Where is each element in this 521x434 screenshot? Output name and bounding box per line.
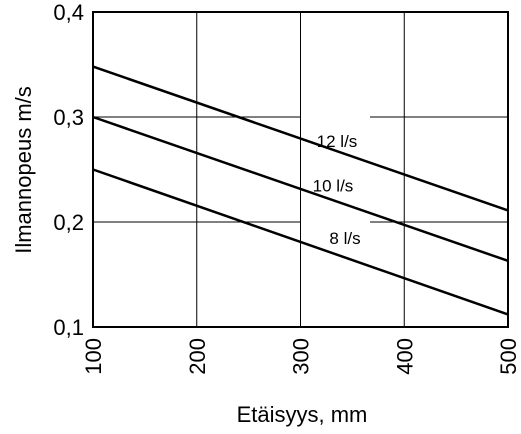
x-tick-label: 300 [289, 338, 314, 375]
x-tick-label: 500 [496, 338, 521, 375]
y-tick-label: 0,2 [53, 210, 84, 235]
y-tick-label: 0,4 [53, 0, 84, 25]
y-tick-label: 0,1 [53, 315, 84, 340]
series-label: 12 l/s [317, 132, 358, 151]
series-layer [92, 65, 509, 316]
series-labels: 12 l/s 10 l/s 8 l/s [313, 132, 361, 248]
series-label: 8 l/s [329, 229, 360, 248]
y-tick-label: 0,3 [53, 105, 84, 130]
series-line-12ls [92, 65, 509, 212]
grid [93, 12, 508, 327]
x-tick-label: 100 [81, 338, 106, 375]
x-tick-label: 200 [185, 338, 210, 375]
series-line-10ls [92, 115, 509, 263]
series-label: 10 l/s [313, 176, 354, 195]
y-tick-labels: 0,1 0,2 0,3 0,4 [53, 0, 84, 340]
x-tick-labels: 100 200 300 400 500 [81, 338, 521, 375]
series-line-8ls [92, 168, 509, 316]
y-axis-title: Ilmannopeus m/s [11, 86, 36, 254]
x-tick-label: 400 [392, 338, 417, 375]
x-axis-title: Etäisyys, mm [237, 402, 368, 427]
